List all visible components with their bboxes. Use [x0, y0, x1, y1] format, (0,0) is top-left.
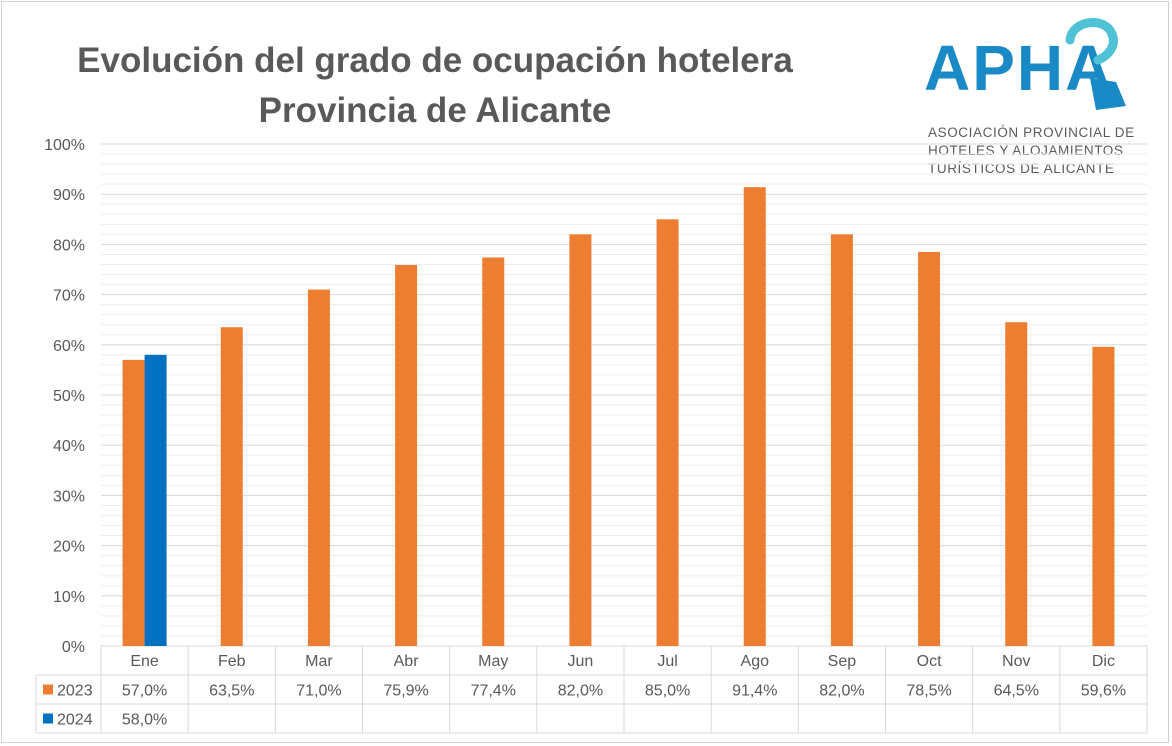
bar-2023: [122, 359, 145, 646]
data-table-value: 82,0%: [819, 683, 864, 700]
bar-2023: [1005, 322, 1028, 646]
data-table-value: 63,5%: [209, 683, 254, 700]
x-category-label: Feb: [218, 653, 246, 670]
bar-2023: [220, 327, 243, 646]
x-category-label: May: [478, 653, 508, 670]
x-category-label: Sep: [828, 653, 857, 670]
y-tick-label: 10%: [53, 589, 85, 606]
y-tick-label: 70%: [53, 288, 85, 305]
logo-caption-line3: TURÍSTICOS DE ALICANTE: [928, 161, 1115, 176]
bar-2023: [569, 234, 592, 647]
bar-2023: [656, 219, 679, 647]
x-category-label: Abr: [394, 653, 420, 670]
x-category-label: Jul: [657, 653, 677, 670]
logo-caption-line1: ASOCIACIÓN PROVINCIAL DE: [928, 125, 1135, 140]
bar-2023: [482, 257, 505, 646]
bar-2023: [395, 264, 418, 646]
bar-2023: [307, 289, 330, 646]
y-tick-label: 100%: [44, 137, 85, 154]
y-tick-label: 0%: [62, 639, 85, 656]
data-table-value: 59,6%: [1081, 683, 1126, 700]
y-tick-label: 90%: [53, 187, 85, 204]
data-table-value: 78,5%: [906, 683, 951, 700]
data-table-value: 64,5%: [994, 683, 1039, 700]
x-category-label: Dic: [1092, 653, 1115, 670]
x-category-label: Ene: [130, 653, 159, 670]
x-category-label: Ago: [741, 653, 770, 670]
x-category-label: Mar: [305, 653, 333, 670]
y-tick-label: 60%: [53, 338, 85, 355]
logo-drop: [1090, 78, 1126, 110]
bar-2023: [830, 234, 853, 647]
data-table-value: 91,4%: [732, 683, 777, 700]
bar-2024: [144, 354, 167, 646]
bar-2023: [1092, 346, 1115, 646]
chart-title-line2: Provincia de Alicante: [258, 91, 612, 130]
logo-letters: APHA: [924, 32, 1113, 104]
data-table-value: 71,0%: [296, 683, 341, 700]
y-tick-label: 30%: [53, 488, 85, 505]
logo-swirl: [1065, 18, 1118, 65]
legend-label-2023: 2023: [57, 683, 93, 700]
data-table-value: 57,0%: [122, 683, 167, 700]
x-category-label: Nov: [1002, 653, 1030, 670]
data-table-value: 75,9%: [383, 683, 428, 700]
apha-logo: APHA: [924, 18, 1126, 110]
y-tick-label: 40%: [53, 438, 85, 455]
bar-2023: [918, 251, 941, 646]
legend-key-2024: [43, 713, 53, 724]
legend-key-2023: [43, 684, 53, 695]
data-table-value: 77,4%: [471, 683, 516, 700]
x-category-label: Jun: [568, 653, 594, 670]
legend-label-2024: 2024: [57, 712, 93, 729]
data-table-value: 82,0%: [558, 683, 603, 700]
y-tick-label: 50%: [53, 388, 85, 405]
y-tick-label: 20%: [53, 539, 85, 556]
x-category-label: Oct: [917, 653, 942, 670]
y-tick-label: 80%: [53, 237, 85, 254]
chart-title-line1: Evolución del grado de ocupación hoteler…: [77, 41, 793, 80]
data-table-value: 85,0%: [645, 683, 690, 700]
bar-2023: [743, 187, 766, 646]
data-table-value: 58,0%: [122, 712, 167, 729]
